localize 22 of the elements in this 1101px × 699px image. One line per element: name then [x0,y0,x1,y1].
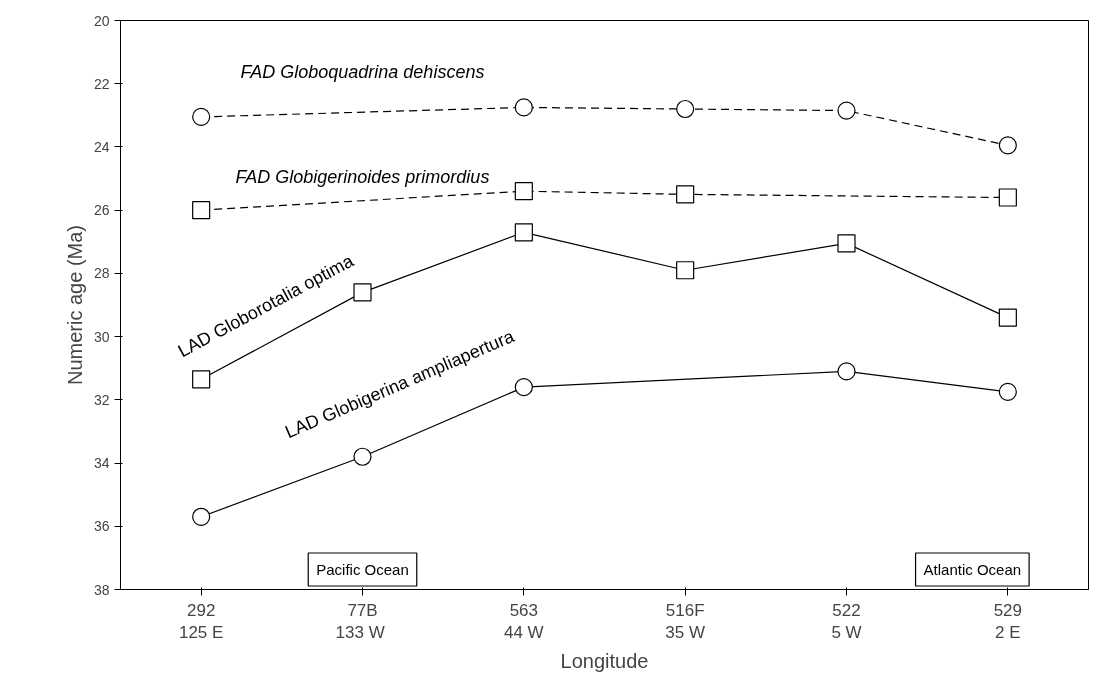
y-tick-label: 38 [93,581,110,598]
annotation: Pacific Ocean [316,561,409,578]
y-tick-label: 22 [93,75,110,92]
y-axis-title: Numeric age (Ma) [63,224,86,386]
y-tick-label: 36 [93,518,110,535]
x-tick-label: 563 44 W [503,600,544,643]
x-tick-label: 292 125 E [178,600,224,643]
y-tick-label: 28 [93,265,110,282]
series-label: FAD Globoquadrina dehiscens [240,62,485,83]
y-tick-label: 26 [93,202,110,219]
y-tick-label: 20 [93,12,110,29]
y-tick-label: 24 [93,138,110,155]
x-tick-label: 77B 133 W [335,600,385,643]
y-tick-label: 30 [93,328,110,345]
series-label: FAD Globigerinoides primordius [235,166,490,187]
y-tick-label: 32 [93,391,110,408]
x-tick-label: 516F 35 W [665,600,706,643]
annotation: Atlantic Ocean [923,561,1022,578]
x-tick-label: 529 2 E [993,600,1023,643]
x-tick-label: 522 5 W [831,600,862,643]
x-axis-title: Longitude [560,650,649,673]
y-tick-label: 34 [93,455,110,472]
